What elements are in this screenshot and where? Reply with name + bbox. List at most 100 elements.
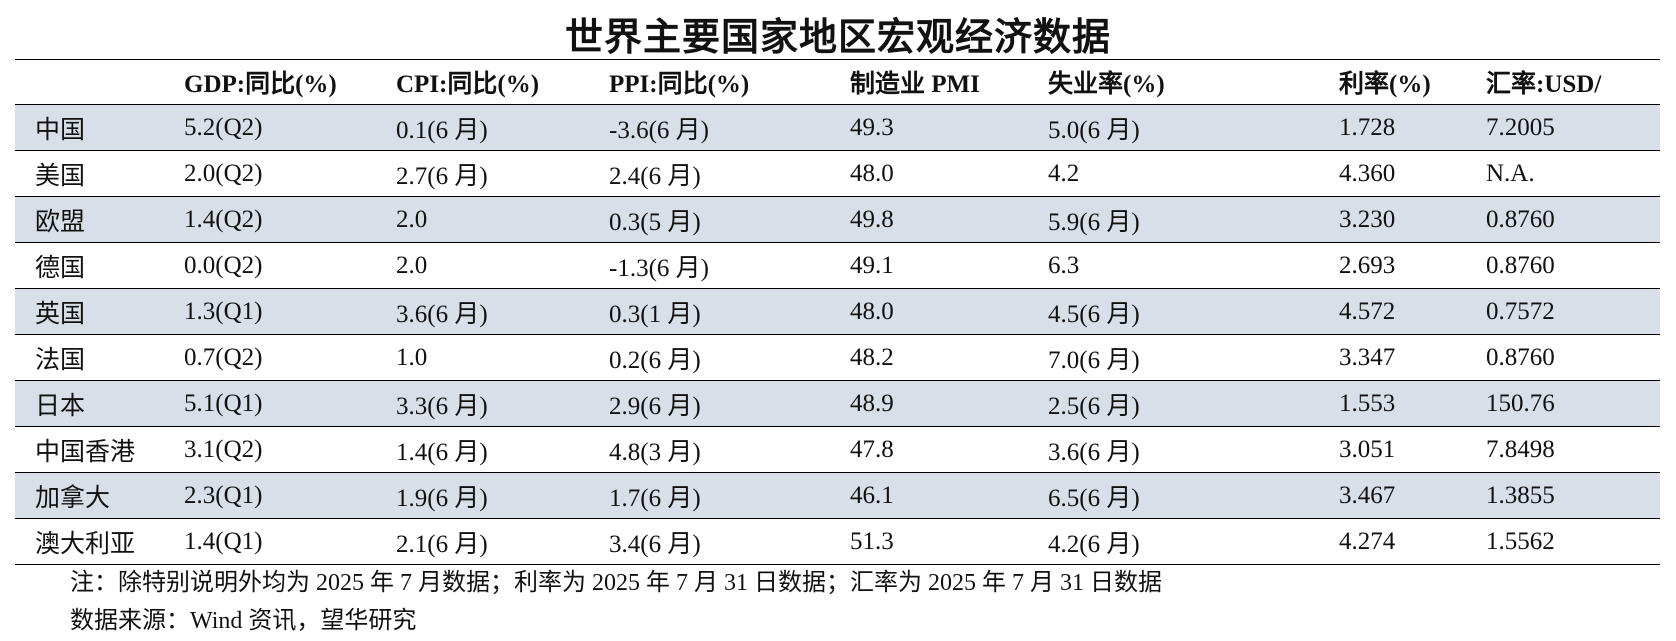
- table-row: 英国 1.3(Q1) 3.6(6 月) 0.3(1 月) 48.0 4.5(6 月) 4.5…: [15, 288, 1660, 335]
- table-row: 德国 0.0(Q2) 2.0 -1.3(6 月) 49.1 6.3 2.693 0.8760: [15, 242, 1660, 289]
- cell: 1.728: [1339, 104, 1486, 151]
- cell: 0.7572: [1486, 288, 1660, 335]
- cell: 0.8760: [1486, 242, 1660, 289]
- cell: 2.4(6 月): [609, 150, 850, 197]
- cell: 0.8760: [1486, 196, 1660, 243]
- cell: 48.0: [850, 288, 1048, 335]
- cell: 0.3(1 月): [609, 288, 850, 335]
- row-label: 英国: [15, 288, 184, 335]
- cell: 4.274: [1339, 518, 1486, 565]
- cell: 4.2: [1048, 150, 1339, 197]
- cell: 5.9(6 月): [1048, 196, 1339, 243]
- cell: 150.76: [1486, 380, 1660, 427]
- cell: 49.8: [850, 196, 1048, 243]
- cell: 2.0: [396, 196, 609, 243]
- cell: 48.0: [850, 150, 1048, 197]
- table-row: 中国香港 3.1(Q2) 1.4(6 月) 4.8(3 月) 47.8 3.6(6 月) 3…: [15, 426, 1660, 473]
- row-label: 德国: [15, 242, 184, 289]
- header-cell: [15, 59, 184, 105]
- cell: 5.0(6 月): [1048, 104, 1339, 151]
- cell: 5.1(Q1): [184, 380, 396, 427]
- row-label: 中国香港: [15, 426, 184, 473]
- table-row: 日本 5.1(Q1) 3.3(6 月) 2.9(6 月) 48.9 2.5(6 月) 1.5…: [15, 380, 1660, 427]
- cell: 1.4(Q1): [184, 518, 396, 565]
- cell: 0.0(Q2): [184, 242, 396, 289]
- cell: 4.360: [1339, 150, 1486, 197]
- row-label: 美国: [15, 150, 184, 197]
- cell: 3.3(6 月): [396, 380, 609, 427]
- cell: 48.2: [850, 334, 1048, 381]
- cell: 3.4(6 月): [609, 518, 850, 565]
- row-label: 中国: [15, 104, 184, 151]
- cell: 3.1(Q2): [184, 426, 396, 473]
- cell: 7.0(6 月): [1048, 334, 1339, 381]
- header-row: GDP:同比(%) CPI:同比(%) PPI:同比(%) 制造业 PMI 失业率(%)…: [15, 59, 1660, 105]
- cell: 51.3: [850, 518, 1048, 565]
- cell: 2.693: [1339, 242, 1486, 289]
- header-cell: 利率(%): [1339, 59, 1486, 105]
- cell: 0.7(Q2): [184, 334, 396, 381]
- header-cell: GDP:同比(%): [184, 59, 396, 105]
- cell: 2.3(Q1): [184, 472, 396, 519]
- cell: 47.8: [850, 426, 1048, 473]
- cell: 6.5(6 月): [1048, 472, 1339, 519]
- title: 世界主要国家地区宏观经济数据: [564, 17, 1111, 59]
- cell: 4.2(6 月): [1048, 518, 1339, 565]
- cell: 0.8760: [1486, 334, 1660, 381]
- table-row: 澳大利亚 1.4(Q1) 2.1(6 月) 3.4(6 月) 51.3 4.2(6 月) 4…: [15, 518, 1660, 565]
- cell: 0.2(6 月): [609, 334, 850, 381]
- table-row: 中国 5.2(Q2) 0.1(6 月) -3.6(6 月) 49.3 5.0(6 月) 1.…: [15, 104, 1660, 151]
- cell: 49.3: [850, 104, 1048, 151]
- cell: -1.3(6 月): [609, 242, 850, 289]
- cell: 2.5(6 月): [1048, 380, 1339, 427]
- cell: 3.6(6 月): [1048, 426, 1339, 473]
- header-cell: 制造业 PMI: [850, 59, 1048, 105]
- row-label: 加拿大: [15, 472, 184, 519]
- cell: N.A.: [1486, 150, 1660, 197]
- row-label: 欧盟: [15, 196, 184, 243]
- cell: 1.5562: [1486, 518, 1660, 565]
- cell: 2.9(6 月): [609, 380, 850, 427]
- header-cell: 汇率:USD/: [1486, 59, 1660, 105]
- row-label: 法国: [15, 334, 184, 381]
- cell: 1.4(Q2): [184, 196, 396, 243]
- cell: 1.9(6 月): [396, 472, 609, 519]
- header-cell: CPI:同比(%): [396, 59, 609, 105]
- cell: 49.1: [850, 242, 1048, 289]
- cell: 1.4(6 月): [396, 426, 609, 473]
- note: 注：除特别说明外均为 2025 年 7 月数据；利率为 2025 年 7 月 3…: [70, 570, 1162, 596]
- cell: 3.347: [1339, 334, 1486, 381]
- cell: 2.7(6 月): [396, 150, 609, 197]
- cell: 0.3(5 月): [609, 196, 850, 243]
- cell: 1.0: [396, 334, 609, 381]
- cell: 7.8498: [1486, 426, 1660, 473]
- table-row: 美国 2.0(Q2) 2.7(6 月) 2.4(6 月) 48.0 4.2 4.360 N.A…: [15, 150, 1660, 197]
- row-label: 澳大利亚: [15, 518, 184, 565]
- row-label: 日本: [15, 380, 184, 427]
- cell: 0.1(6 月): [396, 104, 609, 151]
- cell: -3.6(6 月): [609, 104, 850, 151]
- table-row: 加拿大 2.3(Q1) 1.9(6 月) 1.7(6 月) 46.1 6.5(6 月) 3.…: [15, 472, 1660, 519]
- cell: 3.051: [1339, 426, 1486, 473]
- table-row: 法国 0.7(Q2) 1.0 0.2(6 月) 48.2 7.0(6 月) 3.347 0.8…: [15, 334, 1660, 381]
- cell: 2.1(6 月): [396, 518, 609, 565]
- cell: 4.572: [1339, 288, 1486, 335]
- data-table: GDP:同比(%) CPI:同比(%) PPI:同比(%) 制造业 PMI 失业率(%)…: [15, 59, 1660, 565]
- cell: 4.5(6 月): [1048, 288, 1339, 335]
- cell: 5.2(Q2): [184, 104, 396, 151]
- cell: 2.0(Q2): [184, 150, 396, 197]
- header-cell: PPI:同比(%): [609, 59, 850, 105]
- header-cell: 失业率(%): [1048, 59, 1339, 105]
- cell: 3.6(6 月): [396, 288, 609, 335]
- cell: 6.3: [1048, 242, 1339, 289]
- table-row: 欧盟 1.4(Q2) 2.0 0.3(5 月) 49.8 5.9(6 月) 3.230 0.8…: [15, 196, 1660, 243]
- cell: 46.1: [850, 472, 1048, 519]
- cell: 48.9: [850, 380, 1048, 427]
- cell: 7.2005: [1486, 104, 1660, 151]
- cell: 1.7(6 月): [609, 472, 850, 519]
- cell: 1.3(Q1): [184, 288, 396, 335]
- cell: 1.3855: [1486, 472, 1660, 519]
- cell: 3.230: [1339, 196, 1486, 243]
- cell: 1.553: [1339, 380, 1486, 427]
